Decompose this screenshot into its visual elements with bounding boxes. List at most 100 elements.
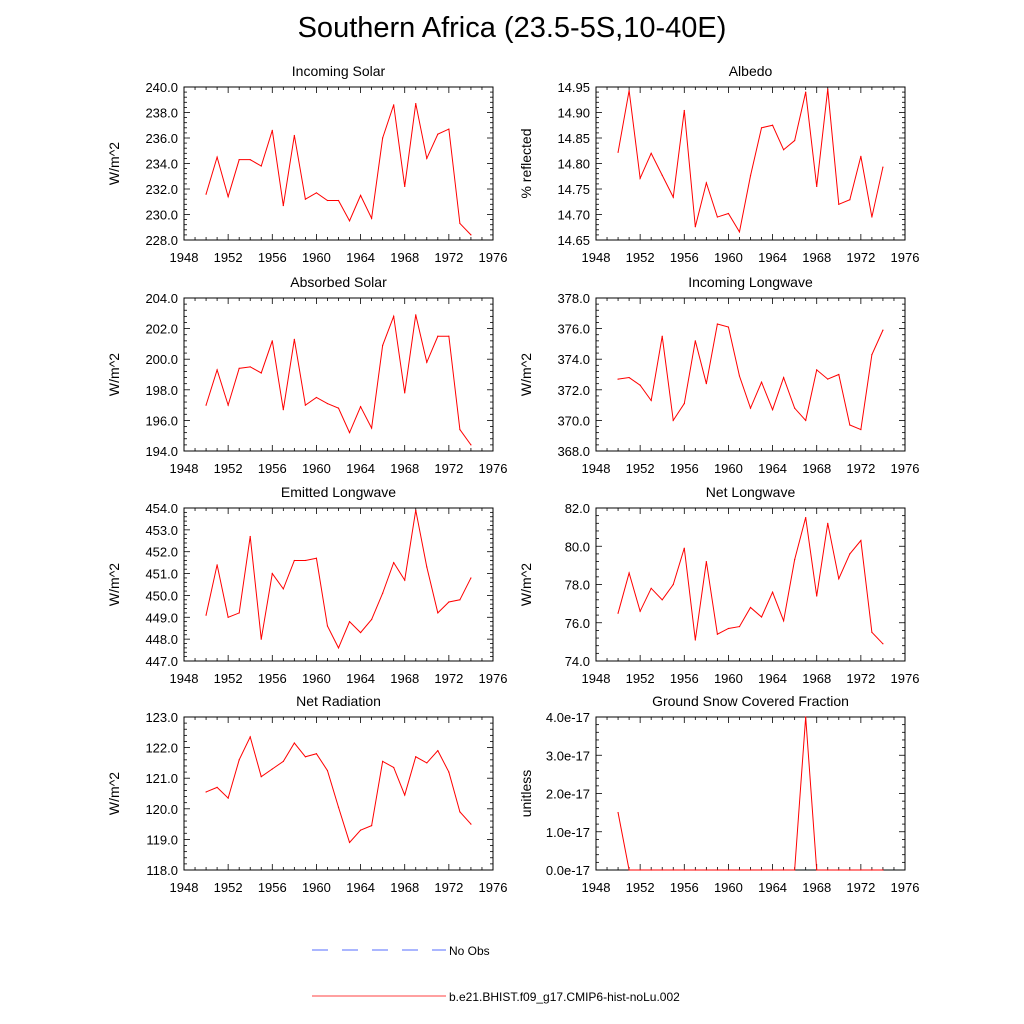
x-tick-label: 1956 (670, 461, 699, 476)
y-tick-label: 236.0 (145, 131, 178, 146)
data-point (205, 791, 207, 793)
x-tick-label: 1976 (479, 461, 508, 476)
data-point (727, 869, 730, 871)
data-point (404, 392, 406, 394)
x-tick-label: 1956 (670, 250, 699, 265)
data-point (293, 338, 295, 340)
data-point (437, 133, 439, 135)
data-point (415, 509, 417, 511)
data-point (672, 869, 674, 871)
data-point (271, 129, 273, 131)
chart-panel: 1948 1952 1956 1960 1964 1968 1972 1976 447.0 448… (106, 484, 507, 686)
x-tick-label: 1964 (346, 671, 375, 686)
data-point (860, 428, 862, 431)
x-tick-label: 1948 (170, 250, 199, 265)
x-tick-label: 1972 (846, 671, 875, 686)
x-tick-label: 1948 (170, 461, 199, 476)
data-point (794, 869, 796, 871)
data-point (783, 869, 785, 871)
y-tick-label: 454.0 (145, 501, 178, 516)
x-tick-label: 1952 (626, 671, 655, 686)
data-point (293, 742, 295, 744)
data-point (727, 627, 730, 630)
data-point (238, 759, 240, 761)
y-axis-label: W/m^2 (106, 142, 122, 185)
data-point (838, 203, 840, 205)
data-point (271, 768, 273, 770)
panel-title: Net Longwave (706, 484, 796, 500)
series-line (617, 88, 884, 234)
x-tick-label: 1972 (434, 880, 463, 895)
data-point (672, 583, 674, 586)
data-point (617, 151, 619, 153)
data-point (470, 823, 472, 825)
y-tick-label: 228.0 (145, 233, 178, 248)
data-point (683, 402, 685, 405)
data-point (426, 762, 428, 764)
x-tick-label: 1952 (214, 461, 243, 476)
data-point (760, 381, 763, 383)
y-tick-label: 451.0 (145, 567, 178, 582)
x-tick-label: 1964 (346, 250, 375, 265)
chart-panel: 1948 1952 1956 1960 1964 1968 1972 1976 14.65 14.… (518, 63, 919, 265)
data-point (282, 760, 284, 762)
data-point (738, 231, 741, 233)
x-tick-label: 1960 (714, 461, 743, 476)
y-tick-label: 196.0 (145, 413, 178, 428)
y-tick-label: 198.0 (145, 383, 178, 398)
x-tick-label: 1964 (758, 671, 787, 686)
y-tick-label: 368.0 (557, 444, 590, 459)
x-tick-label: 1948 (170, 880, 199, 895)
data-point (282, 409, 284, 411)
data-point (838, 373, 840, 376)
data-point (727, 212, 730, 215)
data-point (628, 89, 630, 92)
data-point (326, 625, 329, 627)
data-point (716, 216, 718, 218)
y-tick-label: 374.0 (557, 352, 590, 367)
x-tick-label: 1972 (434, 250, 463, 265)
data-point (249, 535, 251, 538)
plot-frame (183, 86, 494, 241)
data-point (337, 806, 340, 808)
x-tick-label: 1960 (714, 250, 743, 265)
y-tick-label: 200.0 (145, 352, 178, 367)
x-tick-label: 1956 (670, 671, 699, 686)
panel-title: Albedo (729, 63, 773, 79)
x-tick-label: 1960 (714, 671, 743, 686)
x-tick-label: 1968 (802, 250, 831, 265)
data-point (705, 560, 707, 563)
data-point (227, 196, 229, 198)
data-point (882, 869, 884, 871)
data-point (617, 378, 619, 380)
data-point (683, 109, 685, 112)
y-tick-label: 3.0e-17 (546, 748, 590, 763)
data-point (437, 612, 439, 614)
data-point (426, 566, 428, 568)
y-tick-label: 120.0 (145, 802, 178, 817)
y-tick-label: 122.0 (145, 741, 178, 756)
data-point (827, 88, 829, 90)
series-line (617, 517, 884, 645)
data-point (794, 139, 796, 142)
data-point (393, 315, 395, 317)
data-point (816, 185, 818, 188)
y-tick-label: 378.0 (557, 291, 590, 306)
data-point (860, 155, 862, 157)
y-tick-label: 78.0 (565, 578, 590, 593)
data-point (705, 383, 707, 385)
data-point (227, 404, 229, 406)
data-point (238, 159, 240, 161)
data-point (382, 760, 384, 762)
data-point (371, 217, 373, 219)
series-line (618, 323, 884, 431)
panel-title: Incoming Solar (292, 63, 386, 79)
chart-panel: 1948 1952 1956 1960 1964 1968 1972 1976 194.0 196… (106, 274, 507, 476)
x-tick-label: 1948 (582, 671, 611, 686)
data-point (827, 869, 829, 871)
x-tick-label: 1976 (479, 880, 508, 895)
x-tick-label: 1960 (302, 671, 331, 686)
x-tick-label: 1960 (302, 250, 331, 265)
y-tick-label: 4.0e-17 (546, 710, 590, 725)
data-point (371, 427, 373, 429)
